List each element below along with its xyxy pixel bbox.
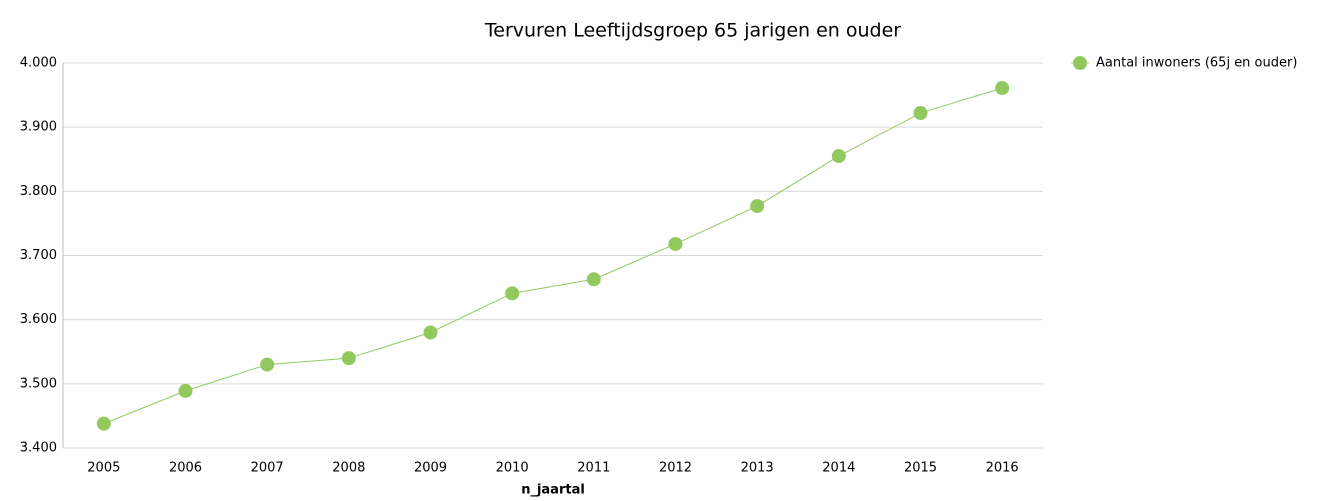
y-tick-label: 3.400	[20, 441, 57, 456]
x-tick-label: 2009	[414, 461, 447, 476]
y-tick-label: 3.600	[20, 312, 57, 327]
data-point	[423, 325, 438, 340]
data-point	[260, 357, 275, 372]
data-point	[178, 383, 193, 398]
x-tick-label: 2006	[169, 461, 202, 476]
data-point	[505, 286, 520, 301]
legend-marker	[1073, 56, 1087, 70]
chart-title: Tervuren Leeftijdsgroep 65 jarigen en ou…	[484, 20, 901, 42]
x-axis-title: n_jaartal	[521, 483, 585, 498]
x-tick-label: 2016	[986, 461, 1019, 476]
legend-label: Aantal inwoners (65j en ouder)	[1096, 56, 1297, 71]
data-point	[995, 81, 1010, 96]
x-tick-label: 2011	[577, 461, 610, 476]
data-point	[586, 272, 601, 287]
y-tick-label: 4.000	[20, 56, 57, 71]
x-tick-label: 2005	[87, 461, 120, 476]
y-tick-label: 3.900	[20, 120, 57, 135]
y-tick-label: 3.800	[20, 184, 57, 199]
data-point	[668, 236, 683, 251]
data-point	[913, 106, 928, 121]
series-line	[103, 87, 1003, 425]
y-tick-label: 3.700	[20, 248, 57, 263]
data-point	[750, 199, 765, 214]
y-tick-label: 3.500	[20, 376, 57, 391]
data-point	[341, 351, 356, 366]
x-tick-label: 2015	[904, 461, 937, 476]
data-point	[96, 416, 111, 431]
x-tick-label: 2012	[659, 461, 692, 476]
x-tick-label: 2007	[251, 461, 284, 476]
x-tick-label: 2010	[496, 461, 529, 476]
x-tick-label: 2013	[741, 461, 774, 476]
data-point	[831, 149, 846, 164]
x-tick-label: 2008	[332, 461, 365, 476]
x-tick-label: 2014	[822, 461, 855, 476]
